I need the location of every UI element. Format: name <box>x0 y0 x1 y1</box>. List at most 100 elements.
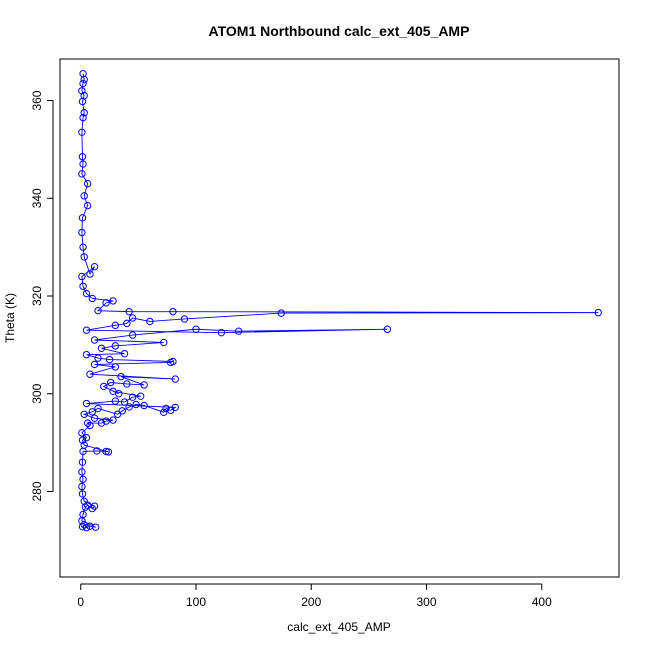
data-point <box>82 399 91 408</box>
data-point <box>78 272 86 281</box>
data-point <box>80 410 88 418</box>
data-point <box>78 228 86 237</box>
data-point <box>107 378 115 387</box>
data-point <box>109 416 117 424</box>
x-tick-label: 100 <box>186 595 206 609</box>
data-point <box>104 448 113 456</box>
data-point <box>80 441 88 449</box>
data-point <box>78 128 86 137</box>
data-point <box>594 308 602 317</box>
x-tick-label: 200 <box>301 595 321 609</box>
data-point <box>160 338 168 347</box>
data-point <box>132 400 140 409</box>
data-point <box>82 289 91 298</box>
data-point <box>111 321 120 330</box>
data-point <box>118 407 126 415</box>
data-point <box>160 408 168 417</box>
data-point <box>78 468 86 476</box>
data-point <box>102 417 110 425</box>
y-tick-label: 360 <box>30 90 44 110</box>
data-point <box>94 306 102 315</box>
data-point <box>80 192 88 200</box>
data-point <box>82 523 91 532</box>
data-point <box>171 375 179 383</box>
data-point <box>82 350 91 359</box>
series-line <box>81 73 599 529</box>
data-point <box>83 179 92 188</box>
data-point <box>79 79 87 88</box>
data-point <box>78 153 87 161</box>
data-point <box>111 397 120 405</box>
data-point <box>88 504 96 513</box>
data-point <box>117 372 125 381</box>
data-point <box>79 243 87 251</box>
data-point <box>123 380 131 388</box>
y-tick-label: 340 <box>30 188 44 208</box>
data-point <box>79 475 87 483</box>
data-point <box>140 401 148 410</box>
y-axis-label: Theta (K) <box>3 293 17 343</box>
data-point <box>78 482 86 491</box>
data-point <box>383 325 392 333</box>
data-point <box>79 69 87 78</box>
data-point <box>105 355 114 364</box>
data-point <box>78 429 86 437</box>
x-tick-label: 400 <box>532 595 552 609</box>
data-point <box>90 262 99 271</box>
data-point <box>94 404 102 413</box>
data-point <box>82 434 91 442</box>
data-point <box>125 307 133 316</box>
data-point <box>162 404 170 413</box>
data-point <box>78 490 87 498</box>
data-point <box>100 382 108 391</box>
chart-title: ATOM1 Northbound calc_ext_405_AMP <box>209 23 470 39</box>
data-point <box>120 349 129 358</box>
data-point <box>94 354 102 362</box>
data-point <box>180 315 189 323</box>
x-tick-label: 300 <box>417 595 437 609</box>
data-point <box>125 403 133 411</box>
data-point <box>92 523 100 531</box>
data-point <box>80 109 88 117</box>
data-point <box>78 436 87 444</box>
data-point <box>113 410 122 418</box>
data-point <box>80 253 88 261</box>
data-point <box>111 363 120 371</box>
data-point <box>169 357 177 366</box>
data-point <box>79 113 87 122</box>
data-point <box>115 390 123 398</box>
data-point <box>82 326 91 334</box>
data-point <box>102 299 110 307</box>
data-point <box>140 381 148 389</box>
data-point <box>90 336 99 344</box>
data-point <box>93 447 101 455</box>
data-point <box>97 419 106 427</box>
data-point <box>123 319 131 328</box>
data-point <box>90 360 99 369</box>
y-tick-label: 320 <box>30 286 44 306</box>
data-point <box>79 510 87 519</box>
x-tick-label: 0 <box>77 595 84 609</box>
y-tick-label: 280 <box>30 481 44 501</box>
data-point <box>86 421 94 430</box>
plot-frame <box>59 58 620 578</box>
y-tick-label: 300 <box>30 383 44 403</box>
y-axis: 280 300 320 340 360 <box>30 90 54 501</box>
data-point <box>120 398 129 406</box>
data-point <box>80 497 88 505</box>
data-point <box>83 419 92 427</box>
series-layer <box>78 69 602 532</box>
data-point <box>78 458 87 466</box>
data-point <box>128 331 137 339</box>
data-point <box>79 282 87 290</box>
data-point <box>88 408 96 416</box>
data-point <box>128 393 137 401</box>
data-point <box>78 522 87 531</box>
data-point <box>217 328 226 337</box>
data-point <box>78 87 86 95</box>
data-point <box>169 307 177 316</box>
data-point <box>234 327 243 335</box>
x-axis: 0 100 200 300 400 <box>77 583 552 609</box>
data-point <box>78 170 86 178</box>
